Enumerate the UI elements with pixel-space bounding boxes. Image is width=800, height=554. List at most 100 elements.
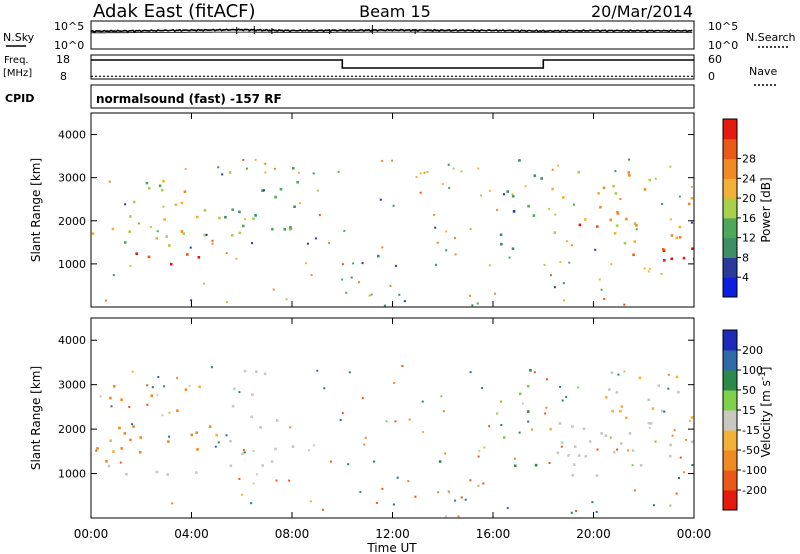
- rti-cell: [518, 392, 522, 396]
- rti-cell: [582, 427, 586, 431]
- velocity-y-axis: 1000 2000 3000 4000: [58, 334, 694, 481]
- rti-cell: [464, 498, 467, 501]
- rti-cell: [483, 446, 486, 449]
- rti-cell: [261, 189, 264, 192]
- rti-cell: [546, 378, 548, 381]
- rti-cell: [660, 273, 663, 275]
- rti-cell: [364, 436, 367, 439]
- rti-cell: [217, 166, 220, 169]
- rti-cell: [197, 256, 201, 259]
- rti-cell: [381, 246, 384, 249]
- rti-cell: [131, 370, 134, 373]
- rti-cell: [158, 184, 162, 188]
- rti-cell: [350, 276, 353, 279]
- rti-cell: [678, 195, 681, 198]
- rti-cell: [146, 384, 149, 387]
- rti-cell: [129, 215, 132, 218]
- rti-cell: [112, 450, 115, 453]
- rti-cell: [551, 187, 554, 191]
- rti-cell: [218, 216, 221, 220]
- rti-cell: [99, 395, 102, 398]
- colorbar-swatch: [723, 490, 737, 511]
- rti-cell: [669, 165, 672, 168]
- rti-cell: [408, 418, 411, 421]
- rti-cell: [161, 188, 164, 192]
- rti-cell: [241, 493, 244, 496]
- rti-cell: [347, 463, 350, 466]
- rti-cell: [259, 426, 262, 429]
- rti-cell: [394, 420, 397, 423]
- rti-cell: [132, 425, 135, 428]
- rti-cell: [238, 477, 241, 480]
- rti-cell: [441, 183, 444, 186]
- rti-cell: [667, 387, 670, 390]
- rti-cell: [512, 210, 516, 213]
- rti-cell: [628, 158, 630, 161]
- rti-cell: [305, 262, 308, 265]
- rti-cell: [503, 193, 505, 196]
- rti-cell: [469, 228, 472, 230]
- rti-cell: [678, 236, 682, 239]
- freq-unit: [MHz]: [3, 68, 32, 79]
- rti-cell: [328, 242, 331, 244]
- rti-cell: [623, 303, 626, 306]
- rti-cell: [162, 205, 165, 208]
- rti-cell: [243, 451, 246, 454]
- rti-cell: [163, 218, 166, 221]
- rti-cell: [238, 391, 241, 394]
- colorbar-tick-label: 100: [742, 364, 763, 377]
- rti-cell: [312, 172, 315, 175]
- rti-cell: [678, 477, 680, 479]
- x-tick-label: 00:00: [74, 527, 109, 541]
- rti-cell: [251, 242, 254, 245]
- rti-cell: [375, 501, 378, 504]
- rti-cell: [596, 225, 599, 228]
- rti-cell: [168, 411, 171, 414]
- rti-cell: [437, 491, 440, 494]
- rti-cell: [499, 233, 503, 237]
- rti-cell: [574, 445, 577, 448]
- rti-cell: [690, 221, 693, 224]
- rti-cell: [563, 299, 565, 302]
- rti-cell: [488, 264, 491, 267]
- rti-cell: [647, 421, 651, 425]
- colorbar-swatch: [723, 370, 737, 391]
- colorbar-swatch: [723, 178, 737, 199]
- rti-cell: [165, 235, 168, 238]
- rti-cell: [392, 204, 395, 207]
- y-tick-label: 1000: [58, 468, 86, 481]
- rti-cell: [567, 454, 570, 457]
- rti-cell: [548, 207, 551, 210]
- rti-cell: [448, 186, 451, 189]
- rti-cell: [511, 194, 515, 198]
- rti-cell: [600, 432, 603, 435]
- rti-cell: [138, 451, 142, 454]
- rti-cell: [128, 230, 131, 233]
- rti-cell: [571, 473, 575, 477]
- rti-cell: [570, 244, 573, 247]
- rti-cell: [524, 185, 527, 188]
- rti-cell: [341, 263, 344, 266]
- rti-cell: [588, 440, 592, 443]
- velocity-colorbar-label: Velocity [m s-1]: [758, 367, 773, 458]
- colorbar-tick-label: -15: [742, 424, 760, 437]
- rti-cell: [687, 202, 691, 206]
- rti-cell: [447, 163, 450, 166]
- rti-cell: [118, 426, 121, 430]
- rti-cell: [252, 482, 255, 485]
- rti-cell: [289, 426, 292, 429]
- rti-cell: [383, 304, 386, 307]
- rti-cell: [370, 293, 373, 296]
- rti-cell: [313, 444, 316, 447]
- rti-cell: [663, 410, 666, 413]
- rti-cell: [583, 218, 587, 221]
- rti-cell: [649, 422, 653, 425]
- rti-cell: [595, 474, 599, 477]
- rti-cell: [112, 385, 116, 388]
- rti-cell: [310, 274, 313, 277]
- colorbar-swatch: [723, 470, 737, 491]
- rti-cell: [454, 499, 457, 502]
- rti-cell: [562, 196, 565, 199]
- nave-label: Nave: [749, 65, 777, 78]
- rti-cell: [445, 249, 448, 252]
